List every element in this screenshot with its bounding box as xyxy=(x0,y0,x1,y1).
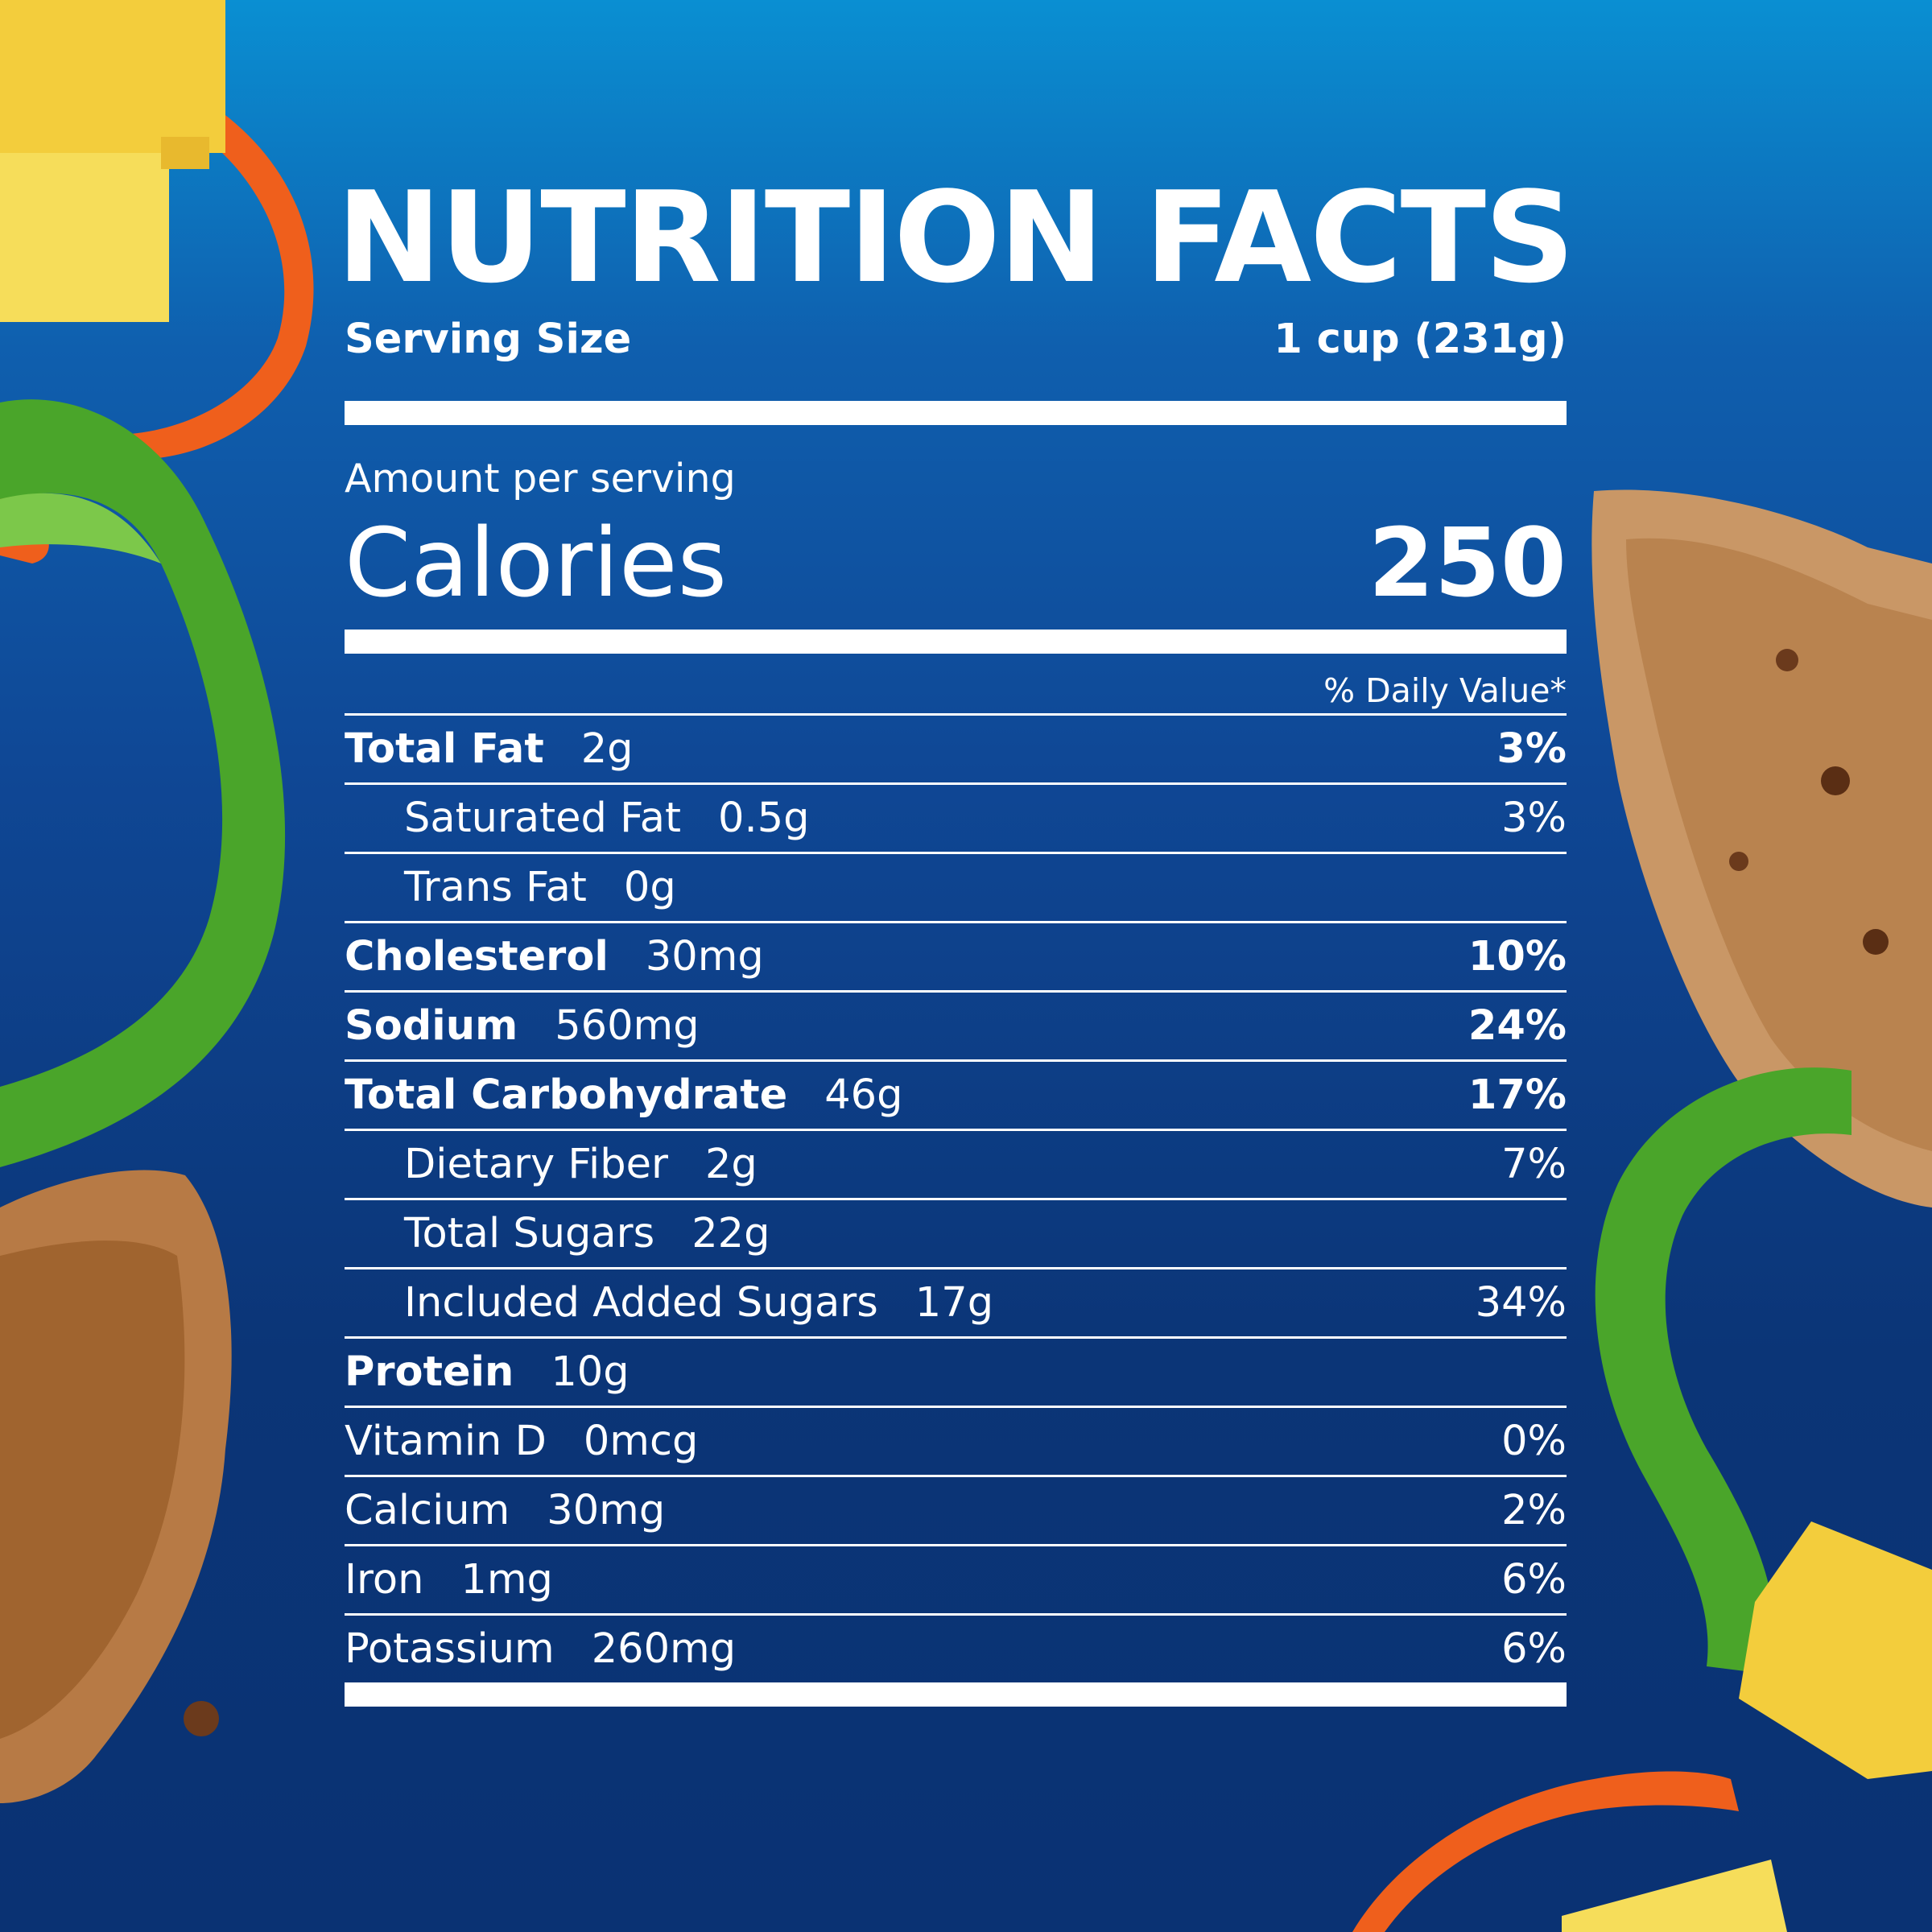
nutrient-amount: 1mg xyxy=(460,1556,553,1604)
nutrient-row: Protein 10g xyxy=(345,1339,1567,1408)
nutrient-left: Included Added Sugars 17g xyxy=(345,1279,993,1327)
nutrient-amount: 560mg xyxy=(555,1002,700,1050)
nutrient-amount: 0.5g xyxy=(718,795,810,842)
nutrient-daily-value: 3% xyxy=(1496,725,1567,773)
serving-size-value: 1 cup (231g) xyxy=(1274,316,1567,363)
orange-pepper-ring-icon xyxy=(1352,1771,1739,1932)
nutrient-left: Vitamin D 0mcg xyxy=(345,1418,698,1465)
nutrient-name: Saturated Fat xyxy=(404,795,682,842)
nutrient-left: Saturated Fat 0.5g xyxy=(345,795,810,842)
green-pepper-ring-icon xyxy=(1595,1067,1852,1674)
nutrient-left: Potassium 260mg xyxy=(345,1625,736,1673)
nutrient-name: Included Added Sugars xyxy=(404,1279,878,1327)
nutrient-daily-value: 24% xyxy=(1468,1002,1567,1050)
serving-size-row: Serving Size 1 cup (231g) xyxy=(345,316,1567,369)
nutrient-row: Included Added Sugars 17g 34% xyxy=(345,1269,1567,1339)
nutrient-amount: 46g xyxy=(824,1071,903,1119)
nutrient-name: Protein xyxy=(345,1348,514,1396)
green-pepper-ring-icon xyxy=(0,399,286,1167)
nutrient-name: Sodium xyxy=(345,1002,518,1050)
nutrient-name: Dietary Fiber xyxy=(404,1141,668,1188)
nutrient-name: Cholesterol xyxy=(345,933,609,980)
nutrient-row: Total Carbohydrate 46g 17% xyxy=(345,1062,1567,1131)
food-decoration-right xyxy=(1352,489,1932,1932)
divider-thick xyxy=(345,630,1567,654)
nutrient-list: Total Fat 2g 3% Saturated Fat 0.5g 3% Trans Fa… xyxy=(345,716,1567,1682)
amount-per-serving: Amount per serving xyxy=(345,456,736,502)
calories-value: 250 xyxy=(1368,507,1567,618)
calories-label: Calories xyxy=(345,507,728,618)
nutrient-amount: 0mcg xyxy=(583,1418,699,1465)
nutrient-daily-value: 10% xyxy=(1468,933,1567,980)
nutrient-name: Trans Fat xyxy=(404,864,587,911)
orange-pepper-ring-icon xyxy=(113,72,314,460)
daily-value-header: % Daily Value* xyxy=(345,658,1567,716)
nutrient-row: Calcium 30mg 2% xyxy=(345,1477,1567,1546)
nutrient-left: Calcium 30mg xyxy=(345,1487,665,1534)
nutrient-daily-value: 3% xyxy=(1501,795,1567,842)
nutrient-amount: 30mg xyxy=(645,933,764,980)
nutrient-name: Total Fat xyxy=(345,725,544,773)
nutrient-daily-value: 0% xyxy=(1501,1418,1567,1465)
nutrient-amount: 30mg xyxy=(547,1487,666,1534)
nutrient-row: Trans Fat 0g xyxy=(345,854,1567,923)
food-decoration-left xyxy=(0,0,314,1803)
nutrient-name: Total Carbohydrate xyxy=(345,1071,788,1119)
nutrient-amount: 2g xyxy=(704,1141,758,1188)
nutrient-amount: 22g xyxy=(691,1210,770,1257)
nutrient-daily-value: 17% xyxy=(1468,1071,1567,1119)
nutrition-facts-title: NUTRITION FACTS xyxy=(336,164,1575,311)
nutrient-row: Cholesterol 30mg 10% xyxy=(345,923,1567,993)
nutrient-left: Trans Fat 0g xyxy=(345,864,676,911)
nutrient-daily-value: 34% xyxy=(1475,1279,1567,1327)
nutrient-row: Sodium 560mg 24% xyxy=(345,993,1567,1062)
nutrient-left: Total Carbohydrate 46g xyxy=(345,1071,903,1119)
nutrient-name: Vitamin D xyxy=(345,1418,547,1465)
nutrient-daily-value: 2% xyxy=(1501,1487,1567,1534)
nutrient-row: Saturated Fat 0.5g 3% xyxy=(345,785,1567,854)
nutrient-name: Potassium xyxy=(345,1625,555,1673)
nutrient-left: Total Fat 2g xyxy=(345,725,634,773)
nutrient-name: Calcium xyxy=(345,1487,510,1534)
nutrient-name: Total Sugars xyxy=(404,1210,655,1257)
nutrient-left: Total Sugars 22g xyxy=(345,1210,770,1257)
divider-thick xyxy=(345,401,1567,425)
nutrient-left: Protein 10g xyxy=(345,1348,630,1396)
nutrient-amount: 10g xyxy=(551,1348,630,1396)
nutrient-left: Sodium 560mg xyxy=(345,1002,700,1050)
nutrient-row: Dietary Fiber 2g 7% xyxy=(345,1131,1567,1200)
nutrient-left: Dietary Fiber 2g xyxy=(345,1141,758,1188)
nutrient-amount: 0g xyxy=(623,864,676,911)
nutrient-row: Total Sugars 22g xyxy=(345,1200,1567,1269)
nutrient-name: Iron xyxy=(345,1556,424,1604)
nutrient-row: Total Fat 2g 3% xyxy=(345,716,1567,785)
serving-size-label: Serving Size xyxy=(345,316,632,363)
nutrient-amount: 260mg xyxy=(591,1625,737,1673)
nutrient-left: Iron 1mg xyxy=(345,1556,553,1604)
nutrient-left: Cholesterol 30mg xyxy=(345,933,764,980)
nutrient-row: Vitamin D 0mcg 0% xyxy=(345,1408,1567,1477)
nutrient-row: Potassium 260mg 6% xyxy=(345,1616,1567,1682)
nutrient-daily-value: 7% xyxy=(1501,1141,1567,1188)
pineapple-chunk-icon xyxy=(1739,1521,1932,1779)
nutrient-amount: 2g xyxy=(580,725,634,773)
nutrient-daily-value: 6% xyxy=(1501,1556,1567,1604)
nutrient-daily-value: 6% xyxy=(1501,1625,1567,1673)
nutrition-facts-panel: NUTRITION FACTS Serving Size 1 cup (231g… xyxy=(336,169,1575,1707)
calories-row: Calories 250 xyxy=(345,510,1567,623)
nutrient-amount: 17g xyxy=(914,1279,994,1327)
divider-thick xyxy=(345,1682,1567,1707)
pineapple-chunk-icon xyxy=(0,0,225,153)
nutrient-row: Iron 1mg 6% xyxy=(345,1546,1567,1616)
